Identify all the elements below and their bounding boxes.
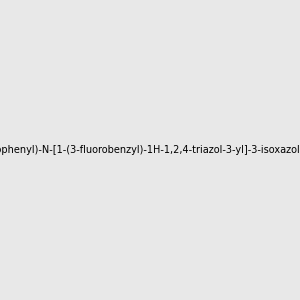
Text: 5-(2,4-dichlorophenyl)-N-[1-(3-fluorobenzyl)-1H-1,2,4-triazol-3-yl]-3-isoxazolec: 5-(2,4-dichlorophenyl)-N-[1-(3-fluoroben…: [0, 145, 300, 155]
